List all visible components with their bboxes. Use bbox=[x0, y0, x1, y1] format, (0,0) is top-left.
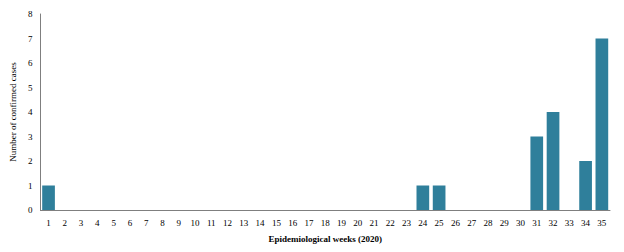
svg-text:6: 6 bbox=[28, 58, 33, 68]
svg-text:28: 28 bbox=[483, 218, 493, 228]
svg-text:29: 29 bbox=[500, 218, 510, 228]
svg-text:31: 31 bbox=[532, 218, 541, 228]
svg-text:2: 2 bbox=[63, 218, 68, 228]
svg-text:32: 32 bbox=[549, 218, 558, 228]
svg-text:1: 1 bbox=[28, 181, 33, 191]
svg-text:0: 0 bbox=[28, 205, 33, 215]
svg-text:4: 4 bbox=[28, 107, 33, 117]
svg-text:15: 15 bbox=[272, 218, 282, 228]
svg-text:16: 16 bbox=[288, 218, 298, 228]
svg-text:20: 20 bbox=[353, 218, 363, 228]
svg-text:5: 5 bbox=[28, 83, 33, 93]
svg-text:2: 2 bbox=[28, 156, 33, 166]
svg-text:9: 9 bbox=[176, 218, 181, 228]
svg-text:26: 26 bbox=[451, 218, 461, 228]
svg-text:Number of confirmed cases: Number of confirmed cases bbox=[8, 62, 18, 162]
svg-text:10: 10 bbox=[191, 218, 201, 228]
svg-text:21: 21 bbox=[370, 218, 379, 228]
svg-text:33: 33 bbox=[565, 218, 575, 228]
svg-text:18: 18 bbox=[321, 218, 331, 228]
svg-text:25: 25 bbox=[435, 218, 445, 228]
svg-text:4: 4 bbox=[95, 218, 100, 228]
svg-text:7: 7 bbox=[28, 34, 33, 44]
svg-text:8: 8 bbox=[28, 9, 33, 19]
svg-text:23: 23 bbox=[402, 218, 412, 228]
svg-text:6: 6 bbox=[128, 218, 133, 228]
svg-text:30: 30 bbox=[516, 218, 526, 228]
svg-text:8: 8 bbox=[160, 218, 165, 228]
svg-text:7: 7 bbox=[144, 218, 149, 228]
svg-text:24: 24 bbox=[418, 218, 428, 228]
svg-text:3: 3 bbox=[28, 132, 33, 142]
svg-text:19: 19 bbox=[337, 218, 347, 228]
svg-text:13: 13 bbox=[239, 218, 249, 228]
svg-text:12: 12 bbox=[223, 218, 232, 228]
svg-text:Epidemiological weeks (2020): Epidemiological weeks (2020) bbox=[268, 234, 382, 244]
svg-text:14: 14 bbox=[256, 218, 266, 228]
svg-text:35: 35 bbox=[597, 218, 607, 228]
svg-text:34: 34 bbox=[581, 218, 591, 228]
svg-text:17: 17 bbox=[304, 218, 314, 228]
svg-text:22: 22 bbox=[386, 218, 395, 228]
svg-text:27: 27 bbox=[467, 218, 477, 228]
svg-text:3: 3 bbox=[79, 218, 84, 228]
svg-text:1: 1 bbox=[46, 218, 51, 228]
svg-text:5: 5 bbox=[111, 218, 116, 228]
svg-text:11: 11 bbox=[207, 218, 216, 228]
